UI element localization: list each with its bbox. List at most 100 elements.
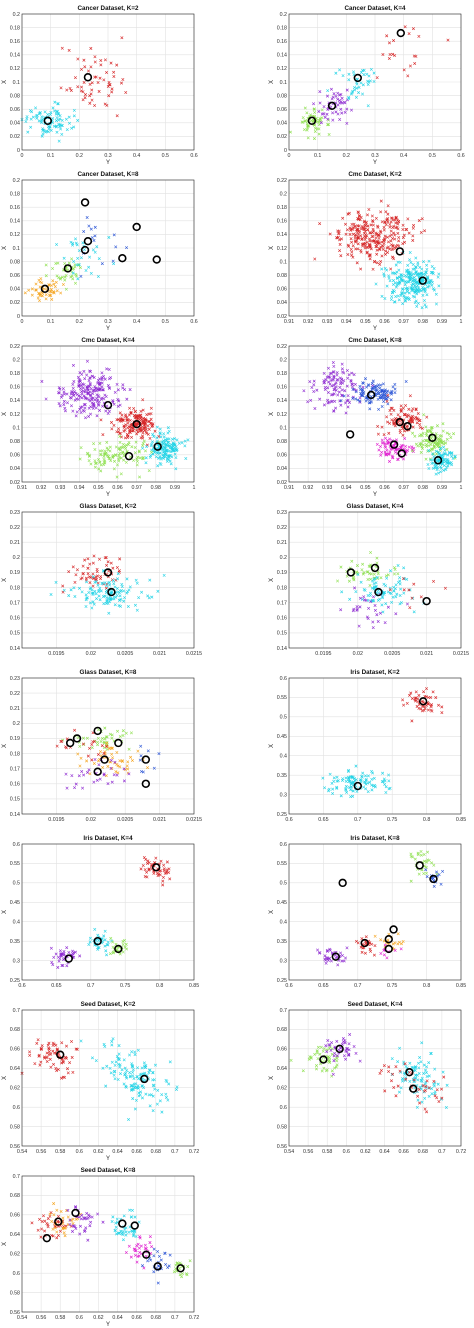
y-tick-label: 0.45	[10, 900, 20, 906]
data-point	[85, 386, 89, 390]
data-point	[40, 379, 44, 383]
centroid-marker	[418, 276, 427, 285]
data-point	[135, 423, 139, 427]
data-point	[91, 406, 95, 410]
data-point	[34, 282, 38, 286]
x-tick-label: 0.8	[423, 817, 430, 823]
y-axis-label: X	[2, 80, 8, 84]
data-point	[380, 450, 384, 454]
data-point	[307, 124, 311, 128]
data-point	[151, 432, 155, 436]
data-point	[91, 572, 95, 576]
data-point	[423, 290, 427, 294]
x-tick-label: 0.56	[36, 1315, 46, 1321]
data-point	[339, 107, 343, 111]
data-point	[441, 429, 445, 433]
data-point	[63, 275, 67, 279]
data-point	[94, 575, 98, 579]
data-point	[374, 245, 378, 249]
data-point	[356, 232, 360, 236]
data-point	[163, 445, 167, 449]
data-point	[141, 431, 145, 435]
data-point	[95, 570, 99, 574]
data-point	[71, 382, 75, 386]
x-tick-label: 0.7	[438, 1149, 445, 1155]
data-point	[442, 452, 446, 456]
y-tick-label: 0.23	[10, 510, 20, 516]
data-point	[379, 245, 383, 249]
data-point	[433, 465, 437, 469]
data-point	[393, 391, 397, 395]
x-tick-label: 0.91	[284, 319, 294, 325]
data-point	[152, 449, 156, 453]
data-point	[108, 83, 112, 87]
data-point	[53, 109, 57, 113]
data-point	[379, 199, 383, 203]
data-point	[415, 273, 419, 277]
data-point	[117, 430, 121, 434]
data-point	[357, 236, 361, 240]
data-point	[161, 450, 165, 454]
data-point	[410, 415, 414, 419]
x-tick-label: 0.6	[457, 153, 464, 159]
data-point	[378, 262, 382, 266]
centroid-marker	[366, 390, 376, 400]
data-point	[112, 402, 116, 406]
data-point	[34, 288, 38, 292]
data-point	[355, 564, 359, 568]
data-point	[349, 379, 353, 383]
data-point	[105, 70, 109, 74]
y-tick-label: 0.6	[280, 842, 287, 848]
data-point	[340, 388, 344, 392]
data-point	[326, 89, 330, 93]
data-point	[171, 447, 175, 451]
data-point	[141, 442, 145, 446]
data-point	[149, 453, 153, 457]
data-point	[97, 557, 102, 561]
data-point	[327, 123, 331, 127]
y-tick-label: 0.25	[277, 978, 287, 984]
data-point	[393, 218, 397, 222]
data-point	[416, 444, 420, 448]
data-point	[373, 259, 377, 263]
y-tick-label: 0.18	[10, 585, 20, 591]
y-tick-label: 0.58	[10, 1290, 20, 1296]
data-point	[312, 107, 316, 111]
data-point	[168, 453, 172, 457]
data-point	[375, 556, 379, 560]
data-point	[340, 111, 344, 115]
data-point	[104, 601, 108, 605]
data-point	[412, 272, 416, 276]
data-point	[125, 432, 129, 436]
data-point	[386, 420, 390, 424]
data-point	[128, 428, 132, 432]
x-tick-label: 0.95	[360, 485, 370, 491]
y-tick-label: 0.15	[277, 631, 287, 637]
data-point	[317, 127, 321, 131]
data-point	[420, 445, 424, 449]
data-point	[79, 577, 83, 581]
data-point	[88, 383, 92, 387]
data-point	[134, 440, 138, 444]
data-point	[101, 404, 105, 408]
data-point	[445, 437, 449, 441]
data-point	[360, 69, 365, 73]
data-point	[331, 393, 335, 397]
data-point	[367, 208, 371, 212]
data-point	[442, 458, 446, 462]
data-point	[109, 420, 114, 424]
y-tick-label: 0.1	[280, 80, 287, 86]
data-point	[107, 456, 111, 460]
data-point	[418, 288, 422, 292]
data-point	[417, 34, 421, 38]
data-point	[44, 297, 48, 301]
data-point	[78, 266, 82, 270]
data-point	[353, 88, 357, 92]
data-point	[90, 588, 94, 592]
data-point	[403, 291, 407, 295]
data-point	[114, 453, 118, 457]
data-point	[86, 557, 90, 561]
data-point	[356, 398, 360, 402]
data-point	[326, 391, 330, 395]
y-tick-label: 0.14	[10, 398, 20, 404]
